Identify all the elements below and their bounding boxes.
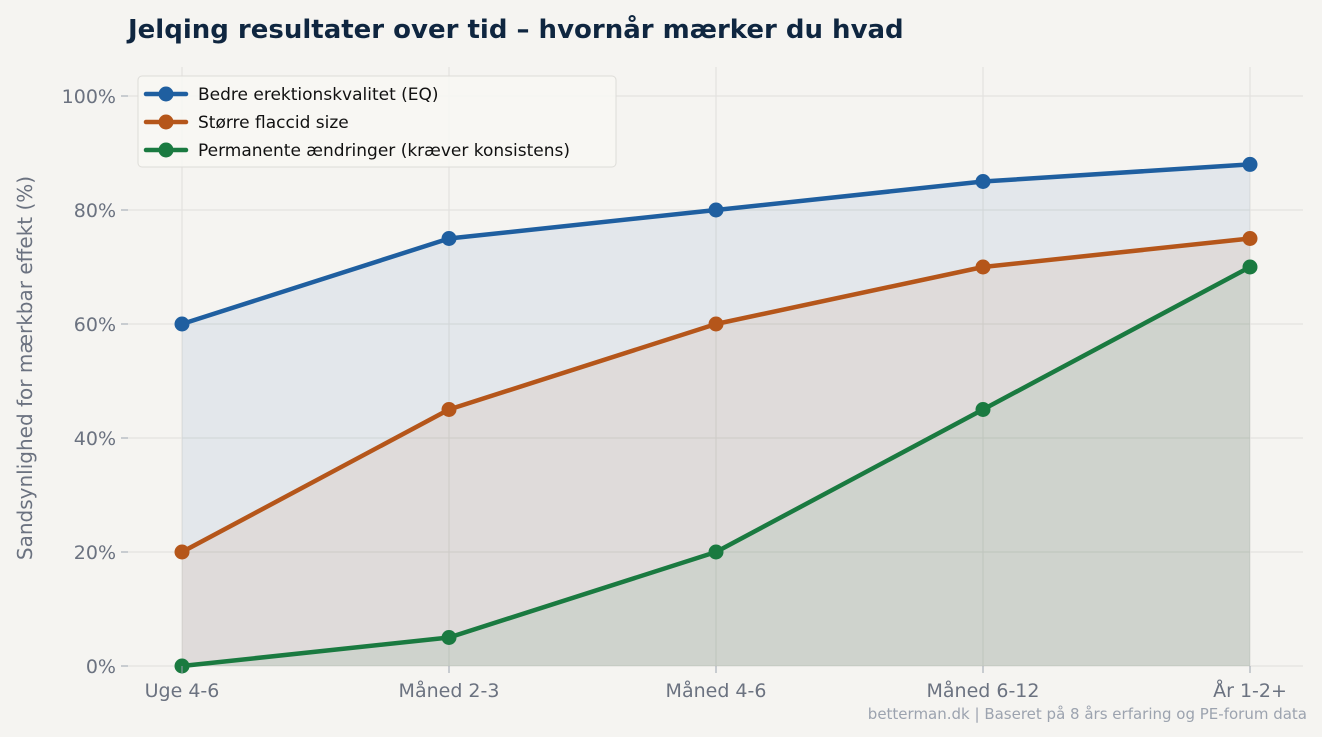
y-tick-label: 80% <box>74 200 116 222</box>
y-tick-label: 60% <box>74 314 116 336</box>
data-point-s0-3 <box>975 174 991 189</box>
source-note: betterman.dk | Baseret på 8 års erfaring… <box>868 705 1307 723</box>
legend-box <box>137 75 617 168</box>
y-tick-label: 0% <box>86 656 116 678</box>
data-point-s2-4 <box>1242 259 1258 275</box>
y-axis-label: Sandsynlighed for mærkbar effekt (%) <box>13 176 37 560</box>
legend: Bedre erektionskvalitet (EQ) Større flacc… <box>137 75 617 168</box>
data-point-s0-1 <box>441 231 457 246</box>
series-area-1 <box>182 238 1250 666</box>
x-tick-label: Måned 6-12 <box>927 679 1040 702</box>
data-point-s0-0 <box>174 316 190 332</box>
legend-label-1: Større flaccid size <box>198 113 349 133</box>
series-area-0 <box>182 164 1250 666</box>
legend-label-0: Bedre erektionskvalitet (EQ) <box>198 85 439 105</box>
data-point-s1-3 <box>975 259 991 275</box>
legend-label-2: Permanente ændringer (kræver konsistens) <box>198 141 570 161</box>
x-tick-labels: Uge 4-6 Måned 2-3 Måned 4-6 Måned 6-12 År 1-… <box>145 666 1287 702</box>
series-points <box>174 156 1258 674</box>
y-tick-label: 20% <box>74 542 116 564</box>
x-tick-label: År 1-2+ <box>1213 679 1287 702</box>
data-point-s0-2 <box>708 202 724 218</box>
data-point-s1-2 <box>708 316 724 332</box>
series-area-2 <box>182 267 1250 666</box>
data-point-s1-4 <box>1242 231 1258 246</box>
data-point-s0-4 <box>1242 156 1258 172</box>
x-tick-label: Måned 2-3 <box>399 679 500 702</box>
chart-title: Jelqing resultater over tid – hvornår mæ… <box>126 13 904 45</box>
legend-swatch-marker-0 <box>158 86 174 102</box>
legend-swatch-marker-1 <box>158 114 174 130</box>
series-areas <box>182 164 1250 666</box>
x-tick-label: Måned 4-6 <box>666 679 767 702</box>
data-point-s1-1 <box>441 402 457 417</box>
data-point-s2-1 <box>441 630 457 645</box>
data-point-s2-3 <box>975 402 991 417</box>
y-tick-label: 100% <box>62 86 116 108</box>
data-point-s1-0 <box>174 544 190 560</box>
y-tick-label: 40% <box>74 428 116 450</box>
y-tick-labels: 0% 20% 40% 60% 80% 100% <box>62 86 128 678</box>
legend-swatch-marker-2 <box>158 142 174 158</box>
data-point-s2-2 <box>708 544 724 560</box>
x-tick-label: Uge 4-6 <box>145 680 220 702</box>
